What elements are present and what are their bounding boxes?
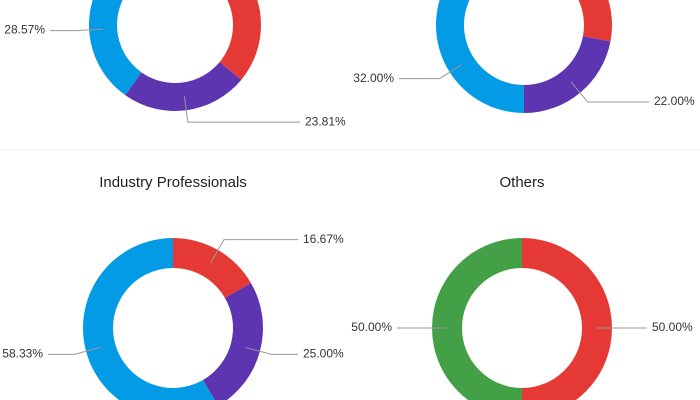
data-label: 58.33% — [2, 347, 43, 361]
data-label: 32.00% — [353, 71, 394, 85]
leader-line — [210, 239, 298, 264]
donut-segment — [522, 238, 612, 400]
leader-line — [48, 346, 101, 355]
donut-segment — [125, 61, 242, 111]
leader-line — [245, 346, 298, 355]
data-label: 28.57% — [4, 23, 45, 37]
donut-segment — [432, 238, 522, 400]
donut-segment — [89, 0, 142, 96]
chart-title: Industry Professionals — [99, 174, 247, 191]
data-label: 23.81% — [305, 114, 346, 128]
donut-segment — [219, 0, 261, 80]
leader-line — [50, 28, 104, 32]
donut-segment — [173, 238, 251, 299]
data-label: 50.00% — [652, 320, 693, 334]
donut-segment — [202, 283, 264, 400]
donut-segment — [83, 238, 215, 400]
donut-segment — [436, 0, 524, 113]
chart-title: Others — [499, 174, 544, 191]
leader-line — [183, 96, 300, 123]
data-label: 22.00% — [654, 94, 695, 108]
donut-segment — [524, 36, 611, 114]
leader-line — [570, 81, 649, 103]
data-label: 50.00% — [351, 320, 392, 334]
data-label: 25.00% — [303, 347, 344, 361]
leader-line — [399, 64, 462, 80]
donut-segment — [578, 0, 612, 42]
data-label: 16.67% — [303, 232, 344, 246]
